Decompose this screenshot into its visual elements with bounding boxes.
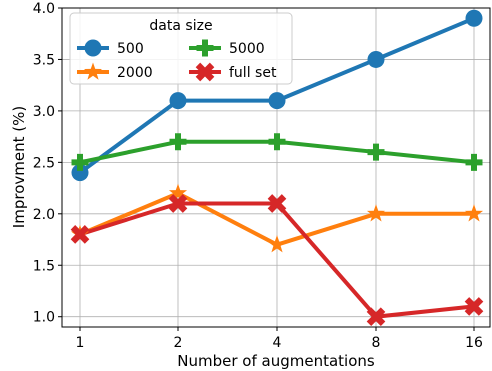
x-ticks: 1 2 4 8 16 <box>76 327 483 351</box>
data-point <box>168 183 188 201</box>
data-point <box>464 297 484 316</box>
legend-title: data size <box>149 18 212 34</box>
data-point <box>168 194 188 213</box>
data-point <box>268 133 286 151</box>
y-ticks: 1.0 1.5 2.0 2.5 3.0 3.5 4.0 <box>33 1 62 326</box>
data-point <box>465 9 483 27</box>
x-axis-label: Number of augmentations <box>177 352 375 370</box>
y-tick-label: 2.0 <box>33 207 55 223</box>
y-tick-label: 1.0 <box>33 310 55 326</box>
legend-label: full set <box>229 65 277 81</box>
y-axis-label: Improvment (%) <box>10 106 28 228</box>
y-tick-label: 3.0 <box>33 104 55 120</box>
y-tick-label: 4.0 <box>33 1 55 17</box>
data-point <box>169 133 187 151</box>
legend-marker <box>196 39 214 57</box>
data-point <box>70 225 90 244</box>
data-point <box>367 50 385 68</box>
legend-marker <box>83 62 103 80</box>
x-tick-label: 16 <box>465 335 483 351</box>
legend-label: 2000 <box>117 65 153 81</box>
data-point <box>366 307 386 327</box>
x-tick-label: 8 <box>372 335 381 351</box>
y-tick-label: 2.5 <box>33 155 55 171</box>
y-tick-label: 3.5 <box>33 52 55 68</box>
y-tick-label: 1.5 <box>33 258 55 274</box>
data-point <box>71 153 89 171</box>
legend-label: 5000 <box>229 41 265 57</box>
data-point <box>71 164 89 182</box>
legend-marker <box>84 39 102 57</box>
data-point <box>465 153 483 171</box>
series-markers <box>70 9 484 327</box>
data-point <box>267 194 287 213</box>
x-tick-label: 1 <box>76 335 85 351</box>
x-tick-label: 2 <box>174 335 183 351</box>
x-tick-label: 4 <box>273 335 282 351</box>
legend-box <box>69 12 293 85</box>
data-point <box>367 143 385 161</box>
data-point <box>464 204 484 222</box>
data-point <box>169 92 187 110</box>
legend: data size 500 2000 5000 full set <box>69 12 293 85</box>
data-point <box>366 204 386 222</box>
data-point <box>267 235 287 253</box>
legend-label: 500 <box>117 41 144 57</box>
plot-frame <box>61 7 491 328</box>
legend-marker <box>195 62 215 82</box>
data-point <box>268 92 286 110</box>
